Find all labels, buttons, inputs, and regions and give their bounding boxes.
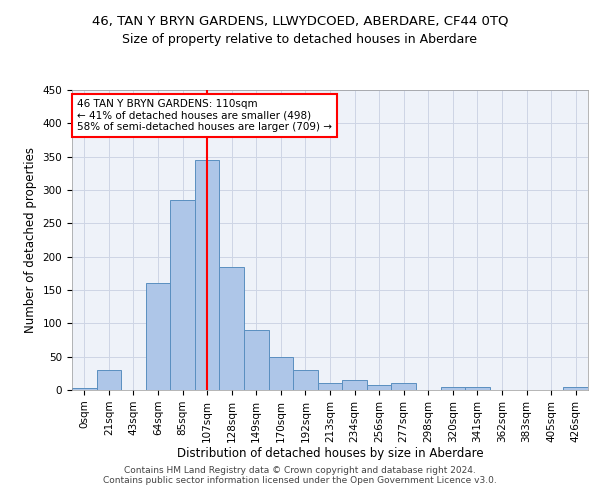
Text: Size of property relative to detached houses in Aberdare: Size of property relative to detached ho… — [122, 32, 478, 46]
Text: Contains HM Land Registry data © Crown copyright and database right 2024.
Contai: Contains HM Land Registry data © Crown c… — [103, 466, 497, 485]
Bar — [72, 388, 97, 390]
Y-axis label: Number of detached properties: Number of detached properties — [24, 147, 37, 333]
Text: 46, TAN Y BRYN GARDENS, LLWYDCOED, ABERDARE, CF44 0TQ: 46, TAN Y BRYN GARDENS, LLWYDCOED, ABERD… — [92, 15, 508, 28]
Bar — [97, 370, 121, 390]
Bar — [244, 330, 269, 390]
Bar — [342, 380, 367, 390]
Bar — [220, 266, 244, 390]
Bar — [391, 384, 416, 390]
Bar — [146, 284, 170, 390]
Bar — [440, 386, 465, 390]
Bar — [318, 384, 342, 390]
X-axis label: Distribution of detached houses by size in Aberdare: Distribution of detached houses by size … — [176, 448, 484, 460]
Bar — [367, 386, 391, 390]
Text: 46 TAN Y BRYN GARDENS: 110sqm
← 41% of detached houses are smaller (498)
58% of : 46 TAN Y BRYN GARDENS: 110sqm ← 41% of d… — [77, 99, 332, 132]
Bar — [293, 370, 318, 390]
Bar — [269, 356, 293, 390]
Bar — [170, 200, 195, 390]
Bar — [465, 386, 490, 390]
Bar — [563, 386, 588, 390]
Bar — [195, 160, 220, 390]
